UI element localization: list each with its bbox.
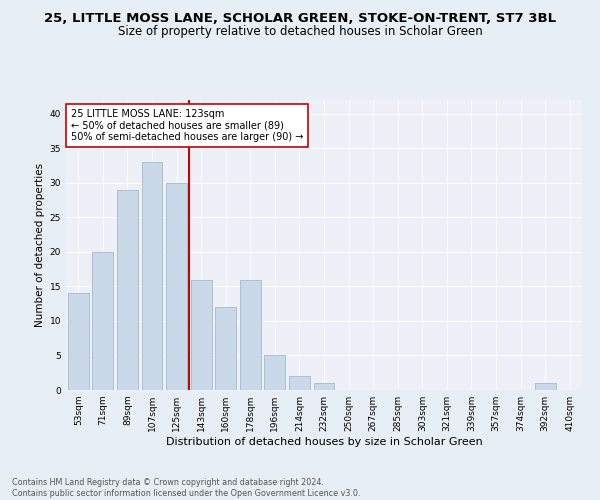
Text: Contains HM Land Registry data © Crown copyright and database right 2024.
Contai: Contains HM Land Registry data © Crown c… (12, 478, 361, 498)
Bar (166, 183, 187, 390)
Bar (314, 383, 334, 390)
Bar (68, 294, 89, 390)
Text: 25, LITTLE MOSS LANE, SCHOLAR GREEN, STOKE-ON-TRENT, ST7 3BL: 25, LITTLE MOSS LANE, SCHOLAR GREEN, STO… (44, 12, 556, 26)
Bar (142, 162, 163, 390)
Bar (535, 383, 556, 390)
Text: 25 LITTLE MOSS LANE: 123sqm
← 50% of detached houses are smaller (89)
50% of sem: 25 LITTLE MOSS LANE: 123sqm ← 50% of det… (71, 108, 304, 142)
Bar (215, 307, 236, 390)
X-axis label: Distribution of detached houses by size in Scholar Green: Distribution of detached houses by size … (166, 437, 482, 447)
Bar (289, 376, 310, 390)
Y-axis label: Number of detached properties: Number of detached properties (35, 163, 46, 327)
Text: Size of property relative to detached houses in Scholar Green: Size of property relative to detached ho… (118, 25, 482, 38)
Bar (191, 280, 212, 390)
Bar (92, 252, 113, 390)
Bar (117, 190, 138, 390)
Bar (265, 356, 286, 390)
Bar (240, 280, 261, 390)
